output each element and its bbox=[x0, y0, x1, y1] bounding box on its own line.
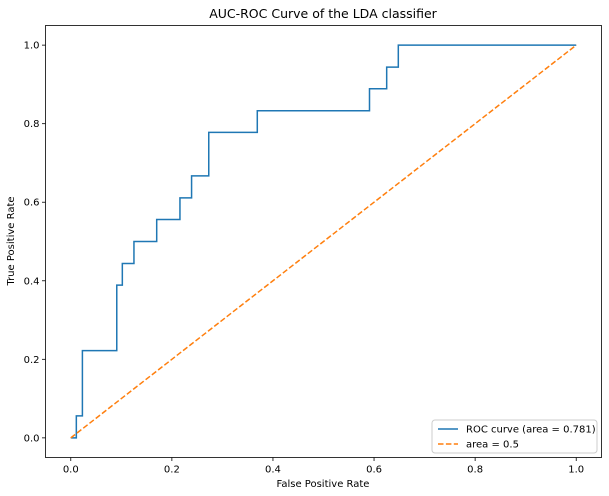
legend-label: ROC curve (area = 0.781) bbox=[466, 425, 596, 436]
y-axis-ticks: 0.0 0.2 0.4 0.6 0.8 1.0 bbox=[24, 41, 46, 444]
y-tick-label: 0.6 bbox=[24, 198, 40, 209]
x-axis-ticks: 0.0 0.2 0.4 0.6 0.8 1.0 bbox=[63, 457, 584, 476]
x-tick-label: 0.0 bbox=[63, 465, 79, 476]
y-tick-label: 0.8 bbox=[24, 119, 40, 130]
chart-title: AUC-ROC Curve of the LDA classifier bbox=[209, 6, 437, 21]
y-tick-label: 0.0 bbox=[24, 433, 40, 444]
plot-frame bbox=[45, 25, 602, 458]
y-tick-label: 1.0 bbox=[24, 41, 40, 52]
x-tick-label: 0.8 bbox=[467, 465, 483, 476]
legend-label: area = 0.5 bbox=[466, 440, 519, 451]
y-tick-label: 0.2 bbox=[24, 355, 40, 366]
series-line-0 bbox=[70, 44, 577, 439]
legend: ROC curve (area = 0.781) area = 0.5 bbox=[431, 419, 598, 454]
x-tick-label: 0.4 bbox=[265, 465, 281, 476]
x-tick-label: 0.6 bbox=[366, 465, 382, 476]
y-axis-label: True Positive Rate bbox=[6, 196, 17, 286]
x-axis-label: False Positive Rate bbox=[277, 479, 370, 490]
plot-lines bbox=[70, 44, 577, 439]
x-tick-label: 0.2 bbox=[164, 465, 180, 476]
legend-box bbox=[431, 419, 598, 454]
y-tick-label: 0.4 bbox=[24, 276, 40, 287]
series-line-1 bbox=[70, 44, 577, 439]
x-tick-label: 1.0 bbox=[568, 465, 584, 476]
